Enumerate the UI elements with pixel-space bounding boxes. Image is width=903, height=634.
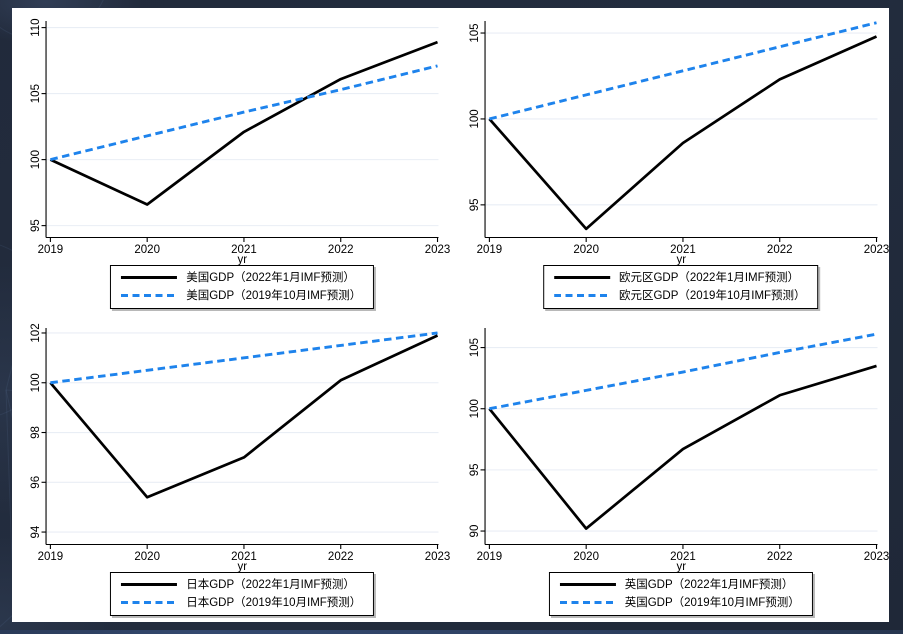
y-tick-label: 96: [30, 476, 42, 489]
legend-label: 日本GDP（2022年1月IMF预测）: [186, 578, 355, 591]
x-tick-label: 2023: [425, 551, 451, 563]
y-tick-label: 102: [30, 323, 42, 342]
x-tick-label: 2021: [231, 244, 257, 256]
series-line-dashed: [50, 331, 438, 385]
y-tick-label: 105: [469, 23, 481, 42]
chart-us-gdp: 95 100 105 110 2019 2020 2021 2022 2023 yr 美国GDP（…: [12, 8, 451, 315]
series-line-solid: [49, 40, 438, 206]
legend-row: 美国GDP（2022年1月IMF预测）: [121, 269, 361, 286]
x-tick-label: 2019: [38, 244, 64, 256]
legend-label: 日本GDP（2019年10月IMF预测）: [186, 596, 362, 609]
x-tick-label: 2020: [573, 244, 599, 256]
dashed-line-swatch-icon: [121, 294, 178, 297]
legend-label: 欧元区GDP（2022年1月IMF预测）: [618, 271, 800, 284]
chart-eurozone-gdp: 95 100 105 2019 2020 2021 2022 2023 yr 欧元区GDP（20…: [451, 8, 890, 315]
y-tick-label: 95: [469, 198, 481, 211]
figure-panel: 95 100 105 110 2019 2020 2021 2022 2023 yr 美国GDP（…: [12, 8, 889, 622]
dashed-line-swatch-icon: [559, 601, 616, 604]
x-tick-label: 2023: [863, 244, 889, 256]
y-tick-label: 105: [469, 338, 481, 357]
x-axis-title: yr: [676, 561, 686, 573]
legend-label: 英国GDP（2019年10月IMF预测）: [624, 596, 800, 609]
x-axis-title: yr: [237, 561, 247, 573]
series-line-solid: [49, 334, 439, 499]
x-tick-label: 2019: [476, 244, 502, 256]
y-tick-label: 90: [469, 525, 481, 538]
y-tick-label: 100: [469, 399, 481, 418]
us-legend: 美国GDP（2022年1月IMF预测） 美国GDP（2019年10月IMF预测）: [110, 265, 375, 309]
legend-row: 日本GDP（2019年10月IMF预测）: [121, 594, 361, 611]
dashed-line-swatch-icon: [553, 294, 610, 297]
y-tick-label: 105: [30, 84, 42, 103]
legend-label: 欧元区GDP（2019年10月IMF预测）: [618, 289, 806, 302]
x-tick-label: 2021: [670, 244, 696, 256]
legend-label: 美国GDP（2022年1月IMF预测）: [186, 271, 355, 284]
eurozone-legend: 欧元区GDP（2022年1月IMF预测） 欧元区GDP（2019年10月IMF预…: [542, 265, 819, 309]
legend-row: 英国GDP（2022年1月IMF预测）: [559, 576, 800, 593]
series-line-solid: [487, 364, 877, 530]
x-tick-label: 2021: [231, 551, 257, 563]
solid-line-swatch-icon: [121, 583, 178, 586]
chart-uk-gdp: 90 95 100 105 2019 2020 2021 2022 2023 yr 英国GDP（2…: [451, 315, 890, 622]
series-line-solid: [487, 35, 877, 231]
solid-line-swatch-icon: [553, 276, 610, 279]
uk-legend: 英国GDP（2022年1月IMF预测） 英国GDP（2019年10月IMF预测）: [548, 572, 813, 616]
y-tick-label: 100: [30, 373, 42, 392]
dashed-line-swatch-icon: [121, 601, 178, 604]
bottom-edge-glow: [0, 630, 903, 634]
legend-row: 美国GDP（2019年10月IMF预测）: [121, 287, 361, 304]
japan-legend: 日本GDP（2022年1月IMF预测） 日本GDP（2019年10月IMF预测）: [110, 572, 375, 616]
y-tick-label: 94: [30, 525, 42, 538]
x-tick-label: 2021: [670, 551, 696, 563]
x-tick-label: 2022: [328, 244, 354, 256]
x-tick-label: 2019: [476, 551, 502, 563]
y-tick-label: 95: [30, 219, 42, 232]
chart-japan-gdp: 94 96 98 100 102 2019 2020 2021 2022 2023 yr 日本GDP…: [12, 315, 451, 622]
x-axis-title: yr: [676, 254, 686, 266]
japan-gdp-plot: 94 96 98 100 102 2019 2020 2021 2022 2023 yr: [30, 323, 451, 573]
solid-line-swatch-icon: [559, 583, 616, 586]
eurozone-gdp-plot: 95 100 105 2019 2020 2021 2022 2023 yr: [469, 21, 889, 266]
legend-row: 欧元区GDP（2019年10月IMF预测）: [553, 287, 806, 304]
legend-label: 英国GDP（2022年1月IMF预测）: [624, 578, 794, 591]
series-line-dashed: [488, 21, 877, 121]
x-tick-label: 2022: [328, 551, 354, 563]
us-gdp-plot: 95 100 105 110 2019 2020 2021 2022 2023 yr: [30, 18, 451, 266]
series-line-dashed: [488, 332, 877, 411]
x-axis-title: yr: [237, 254, 247, 266]
x-tick-label: 2023: [863, 551, 889, 563]
x-tick-label: 2019: [38, 551, 64, 563]
legend-row: 日本GDP（2022年1月IMF预测）: [121, 576, 361, 593]
y-tick-label: 100: [30, 150, 42, 169]
chart-grid: 95 100 105 110 2019 2020 2021 2022 2023 yr 美国GDP（…: [12, 8, 889, 622]
x-tick-label: 2022: [766, 551, 792, 563]
series-line-dashed: [50, 64, 438, 162]
x-tick-label: 2020: [573, 551, 599, 563]
y-tick-label: 100: [469, 109, 481, 128]
legend-row: 英国GDP（2019年10月IMF预测）: [559, 594, 800, 611]
uk-gdp-plot: 90 95 100 105 2019 2020 2021 2022 2023 yr: [469, 328, 889, 573]
x-tick-label: 2022: [766, 244, 792, 256]
y-tick-label: 110: [30, 18, 42, 36]
y-tick-label: 98: [30, 426, 42, 439]
x-tick-label: 2023: [425, 244, 451, 256]
solid-line-swatch-icon: [121, 276, 178, 279]
x-tick-label: 2020: [134, 244, 160, 256]
legend-row: 欧元区GDP（2022年1月IMF预测）: [553, 269, 806, 286]
y-tick-label: 95: [469, 463, 481, 476]
legend-label: 美国GDP（2019年10月IMF预测）: [186, 289, 362, 302]
x-tick-label: 2020: [134, 551, 160, 563]
